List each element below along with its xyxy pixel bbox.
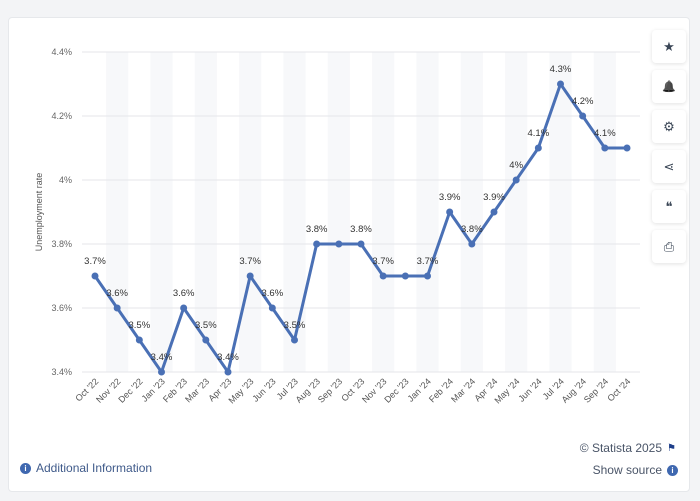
data-point xyxy=(534,144,542,152)
data-point xyxy=(335,240,343,248)
x-tick-label: Mar '23 xyxy=(183,376,211,404)
x-tick-label: Jun '23 xyxy=(250,376,277,403)
data-point xyxy=(91,272,99,280)
data-point xyxy=(113,304,121,312)
data-point xyxy=(579,112,587,120)
y-tick-label: 3.4% xyxy=(51,367,72,377)
copyright: © Statista 2025 ⚑ xyxy=(580,441,676,455)
data-label: 3.8% xyxy=(350,224,372,235)
data-label: 3.9% xyxy=(439,192,461,203)
data-point xyxy=(158,368,165,376)
data-label: 3.8% xyxy=(306,224,328,235)
data-label: 4.2% xyxy=(572,96,594,107)
data-point xyxy=(246,272,254,280)
data-label: 4.1% xyxy=(594,128,616,139)
data-point xyxy=(357,240,365,248)
data-label: 3.7% xyxy=(239,256,261,267)
data-label: 3.5% xyxy=(129,320,151,331)
y-tick-label: 3.8% xyxy=(51,239,72,249)
bell-icon: 🔔 xyxy=(662,81,676,93)
data-point xyxy=(135,336,143,344)
data-point xyxy=(313,240,321,248)
column-band xyxy=(460,52,483,372)
show-source-link[interactable]: Show source i xyxy=(593,463,678,477)
y-axis-label: Unemployment rate xyxy=(34,173,44,252)
print-icon: ⎙ xyxy=(663,238,675,254)
data-label: 3.4% xyxy=(151,352,173,363)
x-tick-label: May '23 xyxy=(226,376,255,405)
data-label: 3.7% xyxy=(84,256,106,267)
data-label: 4.1% xyxy=(528,128,550,139)
y-tick-label: 3.6% xyxy=(51,303,72,313)
copyright-text: © Statista 2025 xyxy=(579,441,663,455)
data-point xyxy=(557,80,564,88)
column-band xyxy=(327,52,350,372)
x-tick-label: May '24 xyxy=(492,376,521,405)
info-icon: i xyxy=(667,464,678,476)
info-icon: i xyxy=(20,462,31,474)
data-label: 3.7% xyxy=(417,256,439,267)
print-button[interactable]: ⎙ xyxy=(652,230,686,263)
data-point xyxy=(202,336,210,344)
data-point xyxy=(180,304,188,312)
x-tick-label: Jun '24 xyxy=(516,376,543,403)
data-point xyxy=(268,304,276,312)
data-label: 3.4% xyxy=(217,352,239,363)
data-point xyxy=(623,144,631,152)
column-band xyxy=(239,52,262,372)
y-tick-label: 4% xyxy=(59,175,72,185)
x-tick-label: Sep '24 xyxy=(582,376,610,404)
column-band xyxy=(549,52,572,372)
column-band xyxy=(416,52,439,372)
data-label: 3.5% xyxy=(195,320,217,331)
column-band xyxy=(505,52,528,372)
data-label: 4% xyxy=(509,160,523,171)
data-label: 3.7% xyxy=(372,256,394,267)
data-point xyxy=(224,368,232,376)
gear-button[interactable]: ⚙ xyxy=(652,110,686,143)
data-label: 3.9% xyxy=(483,192,505,203)
data-label: 3.6% xyxy=(262,288,284,299)
quote-icon: ❝ xyxy=(665,198,673,214)
star-icon: ★ xyxy=(663,38,675,54)
data-point xyxy=(446,208,454,216)
additional-information-link[interactable]: i Additional Information xyxy=(20,461,152,475)
star-button[interactable]: ★ xyxy=(652,30,686,63)
gear-icon: ⚙ xyxy=(663,118,675,134)
data-point xyxy=(401,272,409,280)
data-point xyxy=(512,176,520,184)
x-tick-label: Mar '24 xyxy=(449,376,477,404)
data-label: 3.6% xyxy=(173,288,195,299)
flag-icon[interactable]: ⚑ xyxy=(667,442,676,454)
data-point xyxy=(468,240,476,248)
data-point xyxy=(490,208,498,216)
data-label: 3.6% xyxy=(106,288,128,299)
y-tick-label: 4.4% xyxy=(51,47,72,57)
share-icon: ⋖ xyxy=(663,158,675,174)
data-point xyxy=(291,336,298,344)
show-source-label: Show source xyxy=(592,463,662,477)
x-tick-label: Dec '23 xyxy=(382,376,410,404)
bell-button[interactable]: 🔔 xyxy=(652,70,686,103)
data-point xyxy=(601,144,609,152)
share-button[interactable]: ⋖ xyxy=(652,150,686,183)
data-point xyxy=(379,272,387,280)
data-label: 3.8% xyxy=(461,224,483,235)
column-band xyxy=(593,52,616,372)
data-label: 4.3% xyxy=(550,64,572,75)
column-band xyxy=(283,52,306,372)
column-band xyxy=(106,52,129,372)
y-tick-label: 4.2% xyxy=(51,111,72,121)
column-band xyxy=(150,52,173,372)
column-band xyxy=(194,52,217,372)
x-tick-label: Sep '23 xyxy=(316,376,344,404)
column-band xyxy=(372,52,395,372)
additional-information-label: Additional Information xyxy=(36,461,153,475)
data-label: 3.5% xyxy=(284,320,306,331)
quote-button[interactable]: ❝ xyxy=(652,190,686,223)
x-tick-label: Dec '22 xyxy=(116,376,144,404)
x-tick-label: Oct '24 xyxy=(605,376,632,403)
data-point xyxy=(424,272,431,280)
